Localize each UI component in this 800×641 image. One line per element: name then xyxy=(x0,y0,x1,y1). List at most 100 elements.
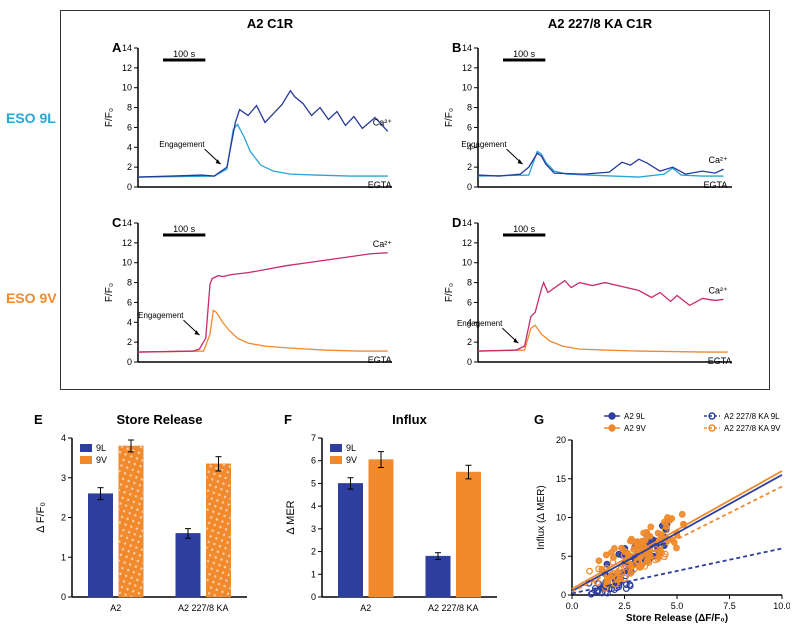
svg-text:14: 14 xyxy=(462,218,472,228)
svg-text:8: 8 xyxy=(127,278,132,288)
svg-text:9L: 9L xyxy=(96,443,106,453)
row-label-eso9l: ESO 9L xyxy=(6,110,56,126)
svg-text:10: 10 xyxy=(462,83,472,93)
svg-text:F/F₀: F/F₀ xyxy=(104,283,115,302)
svg-text:2: 2 xyxy=(61,513,66,523)
svg-text:1: 1 xyxy=(311,569,316,579)
svg-text:0: 0 xyxy=(61,592,66,602)
svg-text:Influx: Influx xyxy=(392,412,427,427)
svg-text:B: B xyxy=(452,40,461,55)
svg-text:E: E xyxy=(34,412,43,427)
svg-text:5: 5 xyxy=(311,478,316,488)
svg-text:A2 9V: A2 9V xyxy=(624,424,646,433)
svg-text:8: 8 xyxy=(467,278,472,288)
svg-text:14: 14 xyxy=(122,43,132,53)
svg-text:A2: A2 xyxy=(110,603,121,613)
svg-text:1: 1 xyxy=(61,552,66,562)
svg-text:10: 10 xyxy=(122,258,132,268)
panel-G: G051015200.02.55.07.510.0Influx (Δ MER)S… xyxy=(530,410,790,625)
svg-text:6: 6 xyxy=(127,122,132,132)
svg-text:A: A xyxy=(112,40,122,55)
panel-D: 02468101214F/F₀D100 sEngagementCa²⁺EGTA xyxy=(440,215,740,380)
svg-text:6: 6 xyxy=(467,122,472,132)
svg-text:8: 8 xyxy=(467,103,472,113)
svg-text:2: 2 xyxy=(127,337,132,347)
svg-text:EGTA: EGTA xyxy=(368,355,392,365)
panel-F: F Influx 0 1 2 3 4 5 6 7 Δ MER A2 A2 227/8 KA 9L 9V xyxy=(280,410,505,625)
svg-text:4: 4 xyxy=(61,433,66,443)
svg-text:14: 14 xyxy=(122,218,132,228)
svg-text:EGTA: EGTA xyxy=(704,180,728,190)
svg-text:Engagement: Engagement xyxy=(461,140,507,149)
svg-text:4: 4 xyxy=(127,142,132,152)
svg-text:G: G xyxy=(534,412,544,427)
svg-text:A2 227/8 KA: A2 227/8 KA xyxy=(428,603,479,613)
svg-text:6: 6 xyxy=(127,297,132,307)
svg-text:6: 6 xyxy=(311,456,316,466)
svg-text:0.0: 0.0 xyxy=(566,601,579,611)
svg-text:5.0: 5.0 xyxy=(671,601,684,611)
svg-text:10: 10 xyxy=(462,258,472,268)
svg-text:100 s: 100 s xyxy=(513,224,536,234)
svg-text:F/F₀: F/F₀ xyxy=(104,108,115,127)
svg-text:Ca²⁺: Ca²⁺ xyxy=(373,117,393,127)
svg-text:100 s: 100 s xyxy=(173,224,196,234)
svg-text:2: 2 xyxy=(467,337,472,347)
svg-text:A2 227/8 KA 9L: A2 227/8 KA 9L xyxy=(724,412,780,421)
svg-text:2: 2 xyxy=(311,547,316,557)
svg-text:4: 4 xyxy=(127,317,132,327)
svg-text:10: 10 xyxy=(122,83,132,93)
svg-text:2: 2 xyxy=(127,162,132,172)
svg-text:3: 3 xyxy=(61,473,66,483)
svg-text:5: 5 xyxy=(561,551,566,561)
svg-text:7.5: 7.5 xyxy=(723,601,736,611)
svg-text:0: 0 xyxy=(127,357,132,367)
svg-text:9V: 9V xyxy=(346,455,357,465)
svg-text:14: 14 xyxy=(462,43,472,53)
svg-text:D: D xyxy=(452,215,461,230)
svg-text:Ca²⁺: Ca²⁺ xyxy=(373,239,393,249)
panel-C: 02468101214F/F₀C100 sEngagementCa²⁺EGTA xyxy=(100,215,400,380)
svg-text:Store Release (ΔF/F₀): Store Release (ΔF/F₀) xyxy=(626,613,728,624)
col-header-right: A2 227/8 KA C1R xyxy=(500,16,700,31)
svg-text:C: C xyxy=(112,215,122,230)
svg-text:2.5: 2.5 xyxy=(618,601,631,611)
svg-text:A2 227/8 KA 9V: A2 227/8 KA 9V xyxy=(724,424,781,433)
svg-text:Δ MER: Δ MER xyxy=(285,500,297,534)
svg-text:3: 3 xyxy=(311,524,316,534)
svg-text:20: 20 xyxy=(556,435,566,445)
svg-text:12: 12 xyxy=(462,63,472,73)
svg-text:10: 10 xyxy=(556,513,566,523)
svg-text:F/F₀: F/F₀ xyxy=(444,108,455,127)
svg-text:0: 0 xyxy=(467,357,472,367)
svg-text:A2: A2 xyxy=(360,603,371,613)
svg-text:A2 227/8 KA: A2 227/8 KA xyxy=(178,603,229,613)
svg-text:EGTA: EGTA xyxy=(708,356,732,366)
svg-text:Engagement: Engagement xyxy=(457,319,503,328)
svg-text:12: 12 xyxy=(122,238,132,248)
col-header-left: A2 C1R xyxy=(170,16,370,31)
row-label-eso9v: ESO 9V xyxy=(6,290,57,306)
svg-text:0: 0 xyxy=(561,590,566,600)
svg-text:100 s: 100 s xyxy=(513,49,536,59)
svg-text:0: 0 xyxy=(127,182,132,192)
svg-text:Ca²⁺: Ca²⁺ xyxy=(709,285,729,295)
svg-text:7: 7 xyxy=(311,433,316,443)
svg-text:A2 9L: A2 9L xyxy=(624,412,645,421)
svg-text:F: F xyxy=(284,412,292,427)
svg-text:6: 6 xyxy=(467,297,472,307)
svg-text:EGTA: EGTA xyxy=(368,180,392,190)
panel-E: EStore Release01234Δ F/F₀A2A2 227/8 KA9L… xyxy=(30,410,255,625)
svg-text:Engagement: Engagement xyxy=(159,140,205,149)
svg-text:12: 12 xyxy=(462,238,472,248)
svg-text:Ca²⁺: Ca²⁺ xyxy=(709,155,729,165)
svg-text:9L: 9L xyxy=(346,443,356,453)
svg-text:8: 8 xyxy=(127,103,132,113)
panel-B: 02468101214F/F₀B100 sEngagementCa²⁺EGTA xyxy=(440,40,740,205)
panel-A: 02468101214F/F₀A100 sEngagementCa²⁺EGTA xyxy=(100,40,400,205)
svg-text:0: 0 xyxy=(311,592,316,602)
svg-text:4: 4 xyxy=(311,501,316,511)
svg-text:Influx (Δ MER): Influx (Δ MER) xyxy=(536,485,547,549)
svg-text:10.0: 10.0 xyxy=(773,601,790,611)
svg-text:100 s: 100 s xyxy=(173,49,196,59)
